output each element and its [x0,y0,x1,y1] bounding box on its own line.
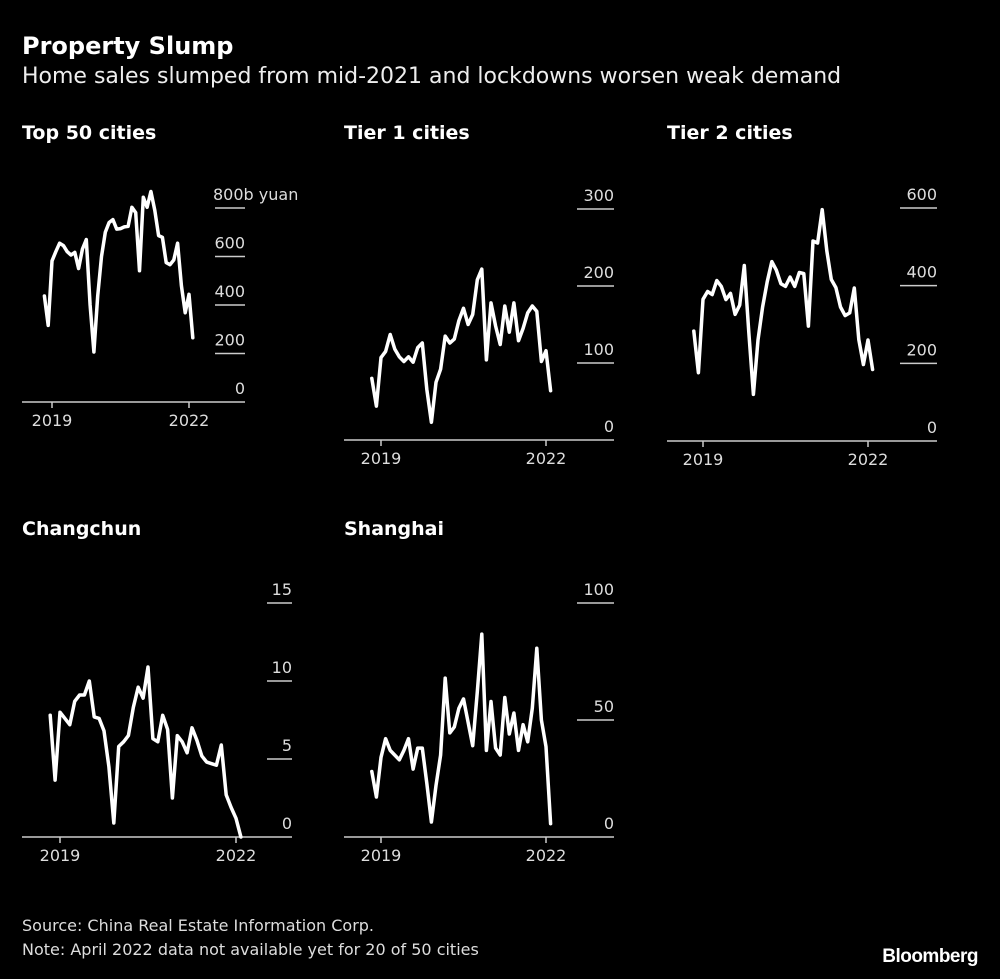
series-line [48,665,243,839]
panel-title-changchun: Changchun [22,518,142,540]
y-tick-label: 400 [906,263,937,282]
y-tick-label: 800b yuan [213,185,298,204]
y-tick-label: 0 [604,814,614,833]
footnote: Note: April 2022 data not available yet … [22,940,479,959]
x-tick-label: 2019 [32,411,73,430]
series-line [42,189,195,354]
y-tick-label: 600 [906,185,937,204]
x-tick-label: 2022 [848,450,889,469]
y-tick-label: 0 [927,418,937,437]
series-line [370,267,553,425]
source-note: Source: China Real Estate Information Co… [22,916,375,935]
chart-title: Property Slump [22,32,234,60]
panel-title-tier1: Tier 1 cities [344,122,470,144]
y-tick-label: 0 [604,417,614,436]
x-tick-label: 2019 [683,450,724,469]
x-tick-label: 2022 [526,449,567,468]
series-line [370,632,553,826]
y-tick-label: 600 [214,234,245,253]
y-tick-label: 5 [282,736,292,755]
y-tick-label: 400 [214,282,245,301]
y-tick-label: 200 [583,263,614,282]
y-tick-label: 300 [583,186,614,205]
y-tick-label: 100 [583,340,614,359]
y-tick-label: 0 [235,379,245,398]
x-tick-label: 2022 [216,846,257,865]
chart-subtitle: Home sales slumped from mid-2021 and loc… [22,64,842,89]
bloomberg-logo: Bloomberg [882,946,978,967]
y-tick-label: 100 [583,580,614,599]
panel-title-tier2: Tier 2 cities [667,122,793,144]
x-tick-label: 2022 [526,846,567,865]
x-tick-label: 2019 [361,846,402,865]
y-tick-label: 200 [906,340,937,359]
y-tick-label: 0 [282,814,292,833]
y-tick-label: 50 [594,697,614,716]
panel-title-shanghai: Shanghai [344,518,445,540]
series-line [692,207,875,397]
panel-title-top50: Top 50 cities [22,122,157,144]
x-tick-label: 2019 [40,846,81,865]
y-tick-label: 15 [272,580,292,599]
y-tick-label: 200 [214,331,245,350]
x-tick-label: 2019 [361,449,402,468]
x-tick-label: 2022 [169,411,210,430]
y-tick-label: 10 [272,658,292,677]
